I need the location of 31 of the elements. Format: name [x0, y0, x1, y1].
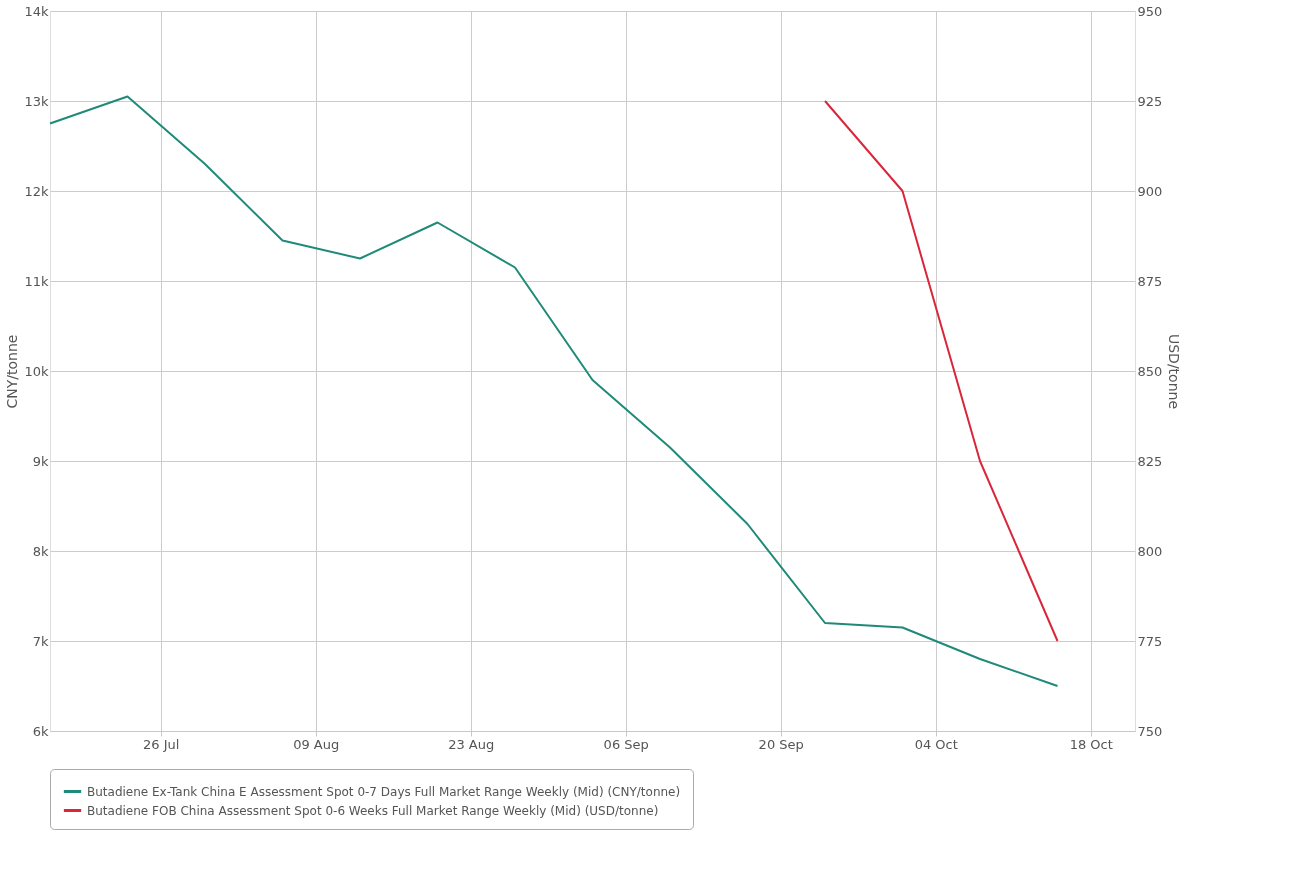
y-tick-label: 14k [24, 3, 49, 19]
x-tick-label: 06 Sep [603, 736, 649, 752]
x-tick-label: 26 Jul [143, 736, 180, 752]
x-tick-label: 23 Aug [448, 736, 495, 752]
y-tick-label: 6k [32, 723, 49, 739]
y2-tick-label: 800 [1137, 543, 1163, 559]
legend-label: Butadiene Ex-Tank China E Assessment Spot 0-7 Days Full Market Range Weekly (Mid) (CNY/tonne) [87, 784, 681, 799]
y-tick-label: 12k [24, 183, 49, 199]
y2-tick-label: 850 [1137, 363, 1163, 379]
y2-tick-label: 750 [1137, 723, 1163, 739]
y2-tick-label: 875 [1137, 273, 1163, 289]
y-tick-label: 9k [32, 453, 49, 469]
y-tick-label: 11k [24, 273, 49, 289]
line-series [49, 95, 1059, 687]
y2-axis-title: USD/tonne [1166, 333, 1183, 410]
y-tick-label: 10k [24, 363, 49, 379]
y-axis-title: CNY/tonne [4, 334, 21, 409]
x-tick-label: 04 Oct [914, 736, 958, 752]
x-tick-label: 20 Sep [758, 736, 804, 752]
y2-tick-label: 775 [1137, 633, 1163, 649]
y2-tick-label: 925 [1137, 93, 1163, 109]
line-series [824, 100, 1059, 642]
y-tick-label: 8k [32, 543, 49, 559]
y2-tick-label: 900 [1137, 183, 1163, 199]
y-tick-label: 7k [32, 633, 49, 649]
y-tick-label: 13k [24, 93, 49, 109]
y2-tick-label: 825 [1137, 453, 1163, 469]
legend-label: Butadiene FOB China Assessment Spot 0-6 Weeks Full Market Range Weekly (Mid) (USD/tonne) [87, 803, 659, 818]
x-tick-label: 09 Aug [293, 736, 340, 752]
y2-tick-label: 950 [1137, 3, 1163, 19]
x-tick-label: 18 Oct [1069, 736, 1113, 752]
